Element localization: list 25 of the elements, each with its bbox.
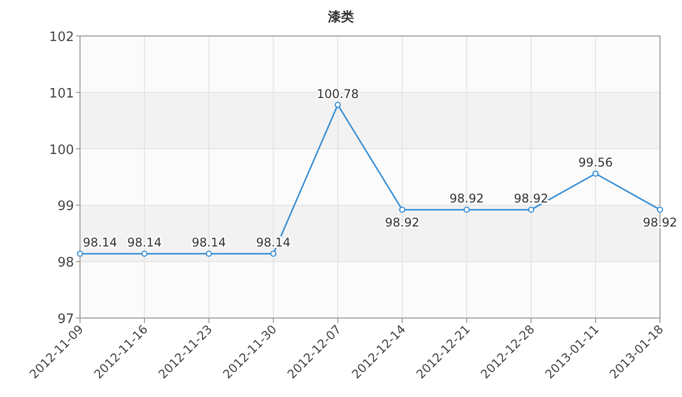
data-label: 98.14 [82, 236, 118, 250]
data-label: 98.92 [514, 192, 548, 206]
point [76, 250, 84, 257]
y-tick-label: 98 [57, 256, 74, 271]
data-label: 98.92 [449, 192, 484, 206]
point [270, 250, 276, 257]
y-tick-label: 100 [49, 142, 74, 158]
point [656, 206, 664, 213]
point [528, 206, 534, 213]
point [592, 170, 599, 177]
data-label: 98.92 [385, 216, 420, 230]
point [399, 206, 406, 213]
chart-title: 漆类 [327, 10, 354, 25]
data-label: 100.78 [316, 86, 359, 101]
y-tick-label: 102 [49, 30, 74, 45]
point [141, 250, 148, 257]
y-tick-label: 99 [57, 199, 74, 214]
data-label: 98.14 [127, 236, 162, 250]
data-label: 98.92 [642, 216, 678, 230]
data-label: 99.56 [578, 156, 613, 170]
data-label: 98.14 [192, 236, 226, 250]
point [206, 250, 212, 257]
point [464, 206, 470, 213]
y-tick-label: 101 [49, 86, 74, 102]
y-tick-label: 97 [57, 312, 74, 327]
